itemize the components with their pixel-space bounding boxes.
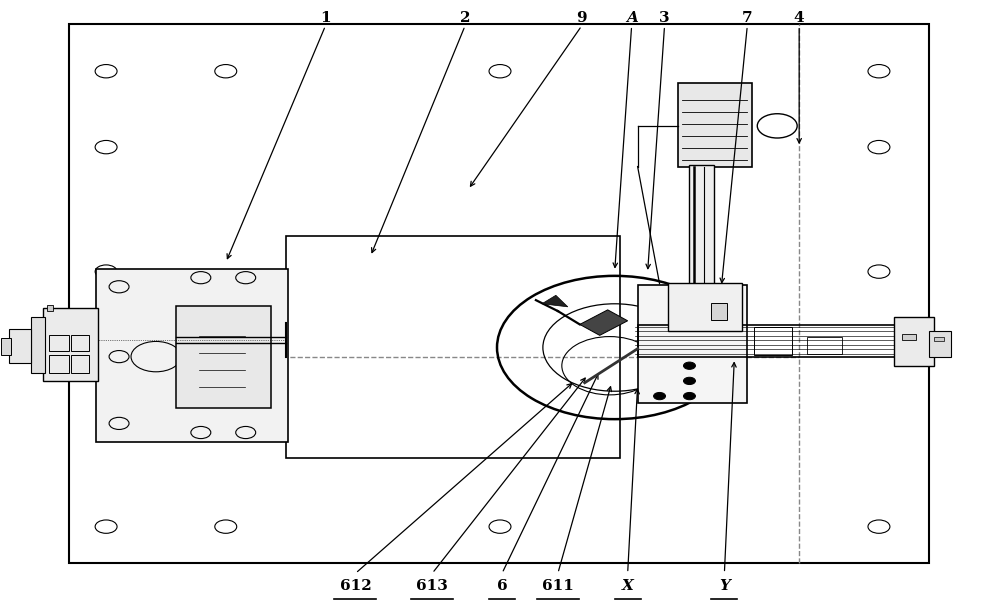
Bar	[638, 285, 747, 403]
Bar	[894, 317, 934, 366]
Text: 6: 6	[497, 578, 507, 592]
Text: 9: 9	[576, 12, 587, 26]
Bar	[711, 303, 727, 320]
Text: 1: 1	[320, 12, 331, 26]
Text: 2: 2	[460, 12, 470, 26]
Bar	[638, 325, 905, 357]
Bar	[31, 317, 45, 373]
Polygon shape	[542, 295, 568, 307]
Bar	[902, 334, 916, 340]
Bar	[668, 283, 742, 331]
Bar	[49, 355, 69, 373]
Text: A: A	[626, 12, 638, 26]
Bar	[929, 331, 951, 357]
Text: X: X	[622, 578, 634, 592]
Bar	[286, 237, 620, 458]
Bar	[1, 338, 11, 355]
Polygon shape	[580, 310, 628, 336]
Bar	[71, 336, 89, 351]
Bar	[71, 355, 89, 373]
Bar	[96, 268, 288, 442]
Circle shape	[683, 377, 695, 384]
Circle shape	[683, 321, 695, 328]
Circle shape	[683, 362, 695, 370]
Bar	[9, 329, 31, 363]
Text: 3: 3	[659, 12, 670, 26]
Text: 7: 7	[742, 12, 753, 26]
Bar	[934, 337, 944, 342]
Circle shape	[654, 392, 666, 400]
Text: 613: 613	[416, 578, 448, 592]
Bar	[69, 24, 929, 563]
Bar	[689, 165, 714, 284]
Bar	[49, 336, 69, 351]
Text: Y: Y	[719, 578, 730, 592]
Bar	[47, 305, 53, 311]
Bar	[43, 308, 98, 381]
Bar	[754, 327, 792, 355]
Text: 611: 611	[542, 578, 574, 592]
Bar	[807, 337, 842, 354]
Text: 612: 612	[340, 578, 371, 592]
FancyBboxPatch shape	[181, 312, 263, 404]
Bar	[678, 83, 752, 167]
Text: 4: 4	[794, 12, 804, 26]
Bar	[176, 306, 271, 408]
Circle shape	[683, 392, 695, 400]
